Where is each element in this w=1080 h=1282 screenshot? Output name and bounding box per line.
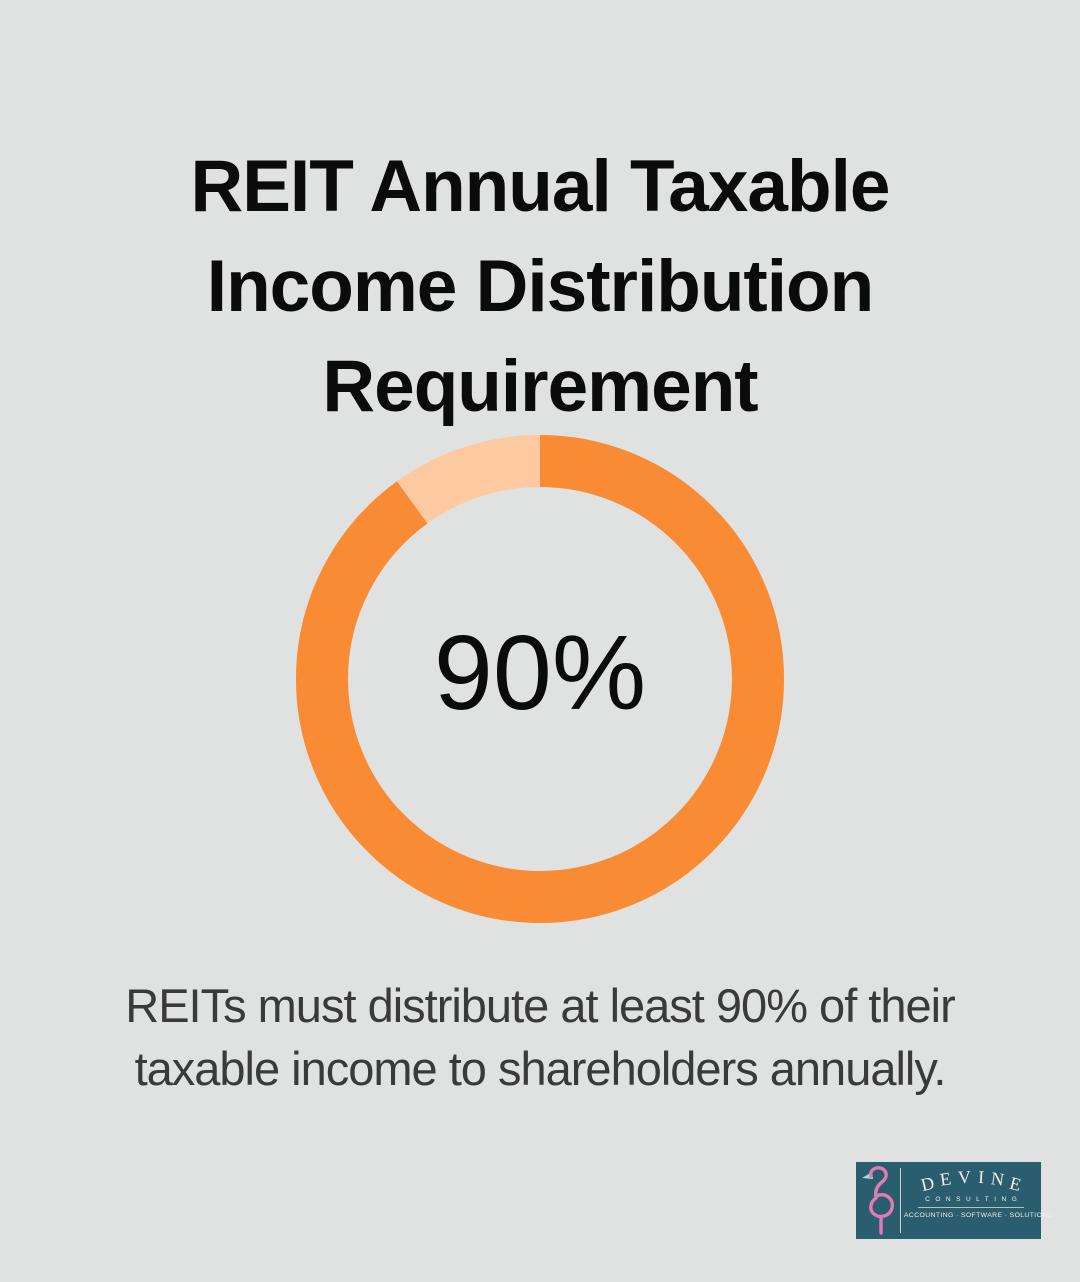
logo-name-letter: D (918, 1172, 937, 1196)
logo-rule (918, 1207, 1024, 1208)
donut-arc-main (296, 435, 784, 923)
flamingo-neck (869, 1166, 888, 1198)
logo-subtitle: CONSULTING (925, 1196, 1023, 1203)
title-line: Income Distribution (206, 245, 874, 327)
title-line: Requirement (322, 345, 758, 427)
donut-center-value: 90% (433, 613, 647, 732)
logo-name-letter: V (957, 1166, 972, 1188)
title-line: REIT Annual Taxable (190, 145, 891, 227)
caption-line: REITs must distribute at least 90% of th… (125, 979, 955, 1032)
page-title: REIT Annual Taxable Income Distribution … (0, 137, 1080, 437)
donut-chart: 90% (296, 435, 784, 923)
caption: REITs must distribute at least 90% of th… (0, 974, 1080, 1100)
logo-tagline: ACCOUNTING · SOFTWARE · SOLUTIONS (904, 1212, 1053, 1219)
donut-chart-svg (296, 435, 784, 923)
logo-name-letter: E (1007, 1172, 1024, 1195)
logo-divider (900, 1168, 901, 1233)
logo-name-letter: N (989, 1168, 1006, 1190)
flamingo-body (869, 1193, 894, 1219)
flamingo-icon (862, 1166, 894, 1235)
caption-line: taxable income to shareholders annually. (134, 1042, 947, 1095)
logo-name-letter: E (938, 1168, 953, 1190)
logo-name-letter: I (977, 1166, 985, 1188)
